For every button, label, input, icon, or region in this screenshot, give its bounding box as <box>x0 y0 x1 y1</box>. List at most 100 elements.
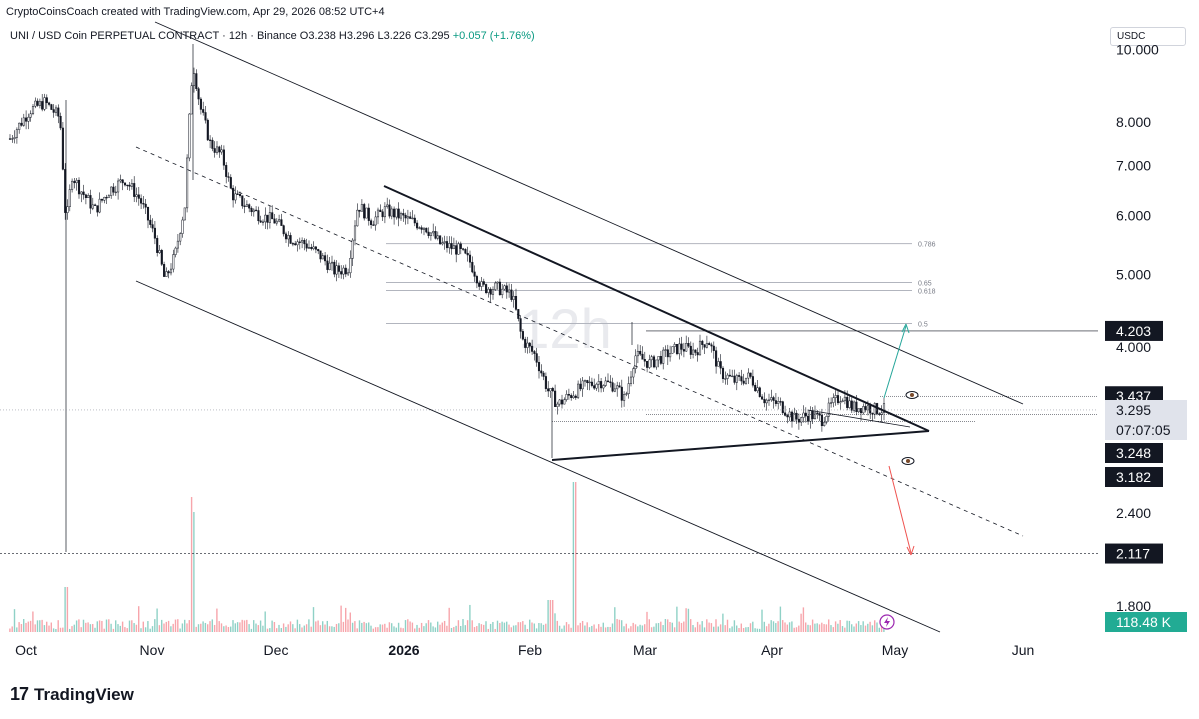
volume-bar <box>147 621 149 632</box>
volume-bar <box>322 621 324 632</box>
volume-bar <box>388 622 391 632</box>
volume-bar <box>851 624 853 632</box>
volume-bar <box>52 628 55 632</box>
volume-bar <box>871 625 874 632</box>
volume-bar <box>595 628 598 632</box>
volume-bar <box>478 623 480 632</box>
volume-bar <box>703 627 706 632</box>
volume-bar <box>696 621 699 632</box>
candle <box>489 287 492 303</box>
volume-bar <box>846 620 848 632</box>
symbol-title[interactable]: UNI / USD Coin PERPETUAL CONTRACT · 12h … <box>10 30 297 42</box>
candle <box>747 368 750 384</box>
candle <box>429 232 432 241</box>
volume-bar <box>241 619 243 632</box>
volume-bar <box>404 620 407 632</box>
candle <box>503 284 506 291</box>
candle <box>110 186 113 199</box>
volume-bar <box>591 625 593 632</box>
volume-bar <box>186 623 188 632</box>
candle <box>225 162 228 184</box>
candle <box>650 354 653 368</box>
candle <box>328 256 331 271</box>
volume-bar <box>211 619 213 632</box>
volume-bar <box>782 620 784 632</box>
volume-bar <box>708 622 710 632</box>
candle <box>577 380 580 400</box>
candle <box>38 98 41 109</box>
quote-currency-badge[interactable]: USDC <box>1110 27 1186 46</box>
candle <box>48 101 51 107</box>
candle <box>130 179 133 190</box>
volume-bar <box>16 627 18 632</box>
volume-bar <box>188 620 190 632</box>
eye-icon <box>905 391 919 399</box>
candle <box>485 283 488 295</box>
volume-bar <box>506 621 508 632</box>
volume-bar <box>273 622 276 632</box>
candle <box>278 214 281 223</box>
volume-bar <box>305 624 308 632</box>
volume-bar <box>161 619 163 632</box>
volume-bar <box>105 619 108 632</box>
volume-bar <box>289 621 292 632</box>
candle <box>321 253 324 260</box>
candle <box>514 288 518 311</box>
tradingview-logo[interactable]: 17 TradingView <box>10 684 134 705</box>
volume-bar <box>345 607 347 632</box>
volume-bar <box>310 626 312 632</box>
candle <box>160 248 163 266</box>
volume-bar <box>409 621 411 632</box>
volume-bar <box>664 619 667 632</box>
candle <box>255 206 258 212</box>
candle <box>655 359 658 370</box>
target-up-arrowhead <box>901 323 910 334</box>
volume-bar <box>538 623 540 632</box>
volume-bar <box>179 628 181 632</box>
volume-bar <box>568 624 570 632</box>
candle <box>372 220 375 226</box>
volume-bar <box>149 628 151 632</box>
volume-bar <box>34 624 36 632</box>
candle <box>567 388 570 400</box>
volume-bar <box>55 628 57 632</box>
volume-bar <box>126 628 128 632</box>
candle <box>54 105 58 117</box>
time-axis-tick: Apr <box>761 642 783 658</box>
candle <box>347 268 350 276</box>
low-label: L <box>377 30 384 42</box>
volume-bar <box>285 626 287 632</box>
candle <box>839 396 842 410</box>
volume-bar <box>271 620 273 632</box>
candle <box>250 206 253 217</box>
candle <box>600 378 603 393</box>
volume-bar <box>793 627 795 632</box>
candle <box>353 220 357 246</box>
candle <box>708 341 711 346</box>
volume-bar <box>9 628 11 632</box>
price-axis-tick: 7.000 <box>1116 157 1151 173</box>
volume-bar <box>117 624 119 632</box>
channel-mid-line <box>135 146 1024 537</box>
volume-bar <box>726 619 729 632</box>
candle <box>616 381 619 397</box>
candle <box>397 202 400 227</box>
volume-bar <box>25 622 27 632</box>
volume-bar <box>363 621 365 632</box>
volume-bar <box>860 625 862 632</box>
candle <box>551 386 554 392</box>
volume-bar <box>250 628 253 632</box>
candle <box>434 226 437 240</box>
volume-bar <box>397 622 400 632</box>
volume-bar <box>791 621 793 632</box>
candle <box>841 398 844 403</box>
volume-bar <box>611 623 614 632</box>
volume-bar <box>501 621 503 632</box>
candle <box>195 69 198 91</box>
candle <box>190 82 193 115</box>
candle <box>777 396 780 410</box>
candle <box>282 224 285 237</box>
volume-bar <box>471 620 473 632</box>
candle <box>220 144 223 155</box>
